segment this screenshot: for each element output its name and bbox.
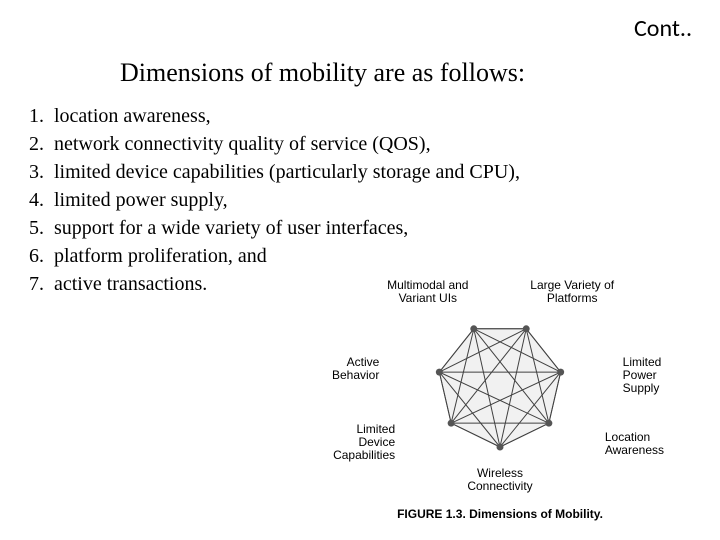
list-item: 5.support for a wide variety of user int… (20, 214, 520, 242)
diagram-caption: FIGURE 1.3. Dimensions of Mobility. (397, 507, 603, 521)
list-item: 4.limited power supply, (20, 186, 520, 214)
diagram-node (470, 325, 477, 332)
list-number: 4. (20, 186, 54, 214)
list-number: 3. (20, 158, 54, 186)
list-text: support for a wide variety of user inter… (54, 214, 408, 242)
list-text: active transactions. (54, 270, 207, 298)
cont-label: Cont.. (634, 14, 692, 43)
list-number: 5. (20, 214, 54, 242)
diagram-node (448, 420, 455, 427)
diagram-node (497, 444, 504, 451)
list-number: 2. (20, 130, 54, 158)
diagram-node (436, 369, 443, 376)
diagram-node-label: ActiveBehavior (332, 355, 380, 382)
diagram-polygon (439, 329, 560, 447)
diagram-node (557, 369, 564, 376)
page-title: Dimensions of mobility are as follows: (120, 58, 525, 88)
list-text: limited device capabilities (particularl… (54, 158, 520, 186)
list-text: location awareness, (54, 102, 211, 130)
diagram-node (545, 420, 552, 427)
list-item: 3.limited device capabilities (particula… (20, 158, 520, 186)
list-number: 7. (20, 270, 54, 298)
list-text: limited power supply, (54, 186, 228, 214)
diagram-node-label: LimitedPowerSupply (623, 355, 662, 395)
diagram-node-label: LocationAwareness (605, 430, 664, 457)
list-item: 6.platform proliferation, and (20, 242, 520, 270)
list-number: 1. (20, 102, 54, 130)
diagram-node-label: Multimodal andVariant UIs (387, 280, 468, 305)
diagram-node-label: Large Variety ofPlatforms (530, 280, 614, 305)
mobility-diagram: Multimodal andVariant UIs Large Variety o… (290, 280, 710, 530)
list-item: 2.network connectivity quality of servic… (20, 130, 520, 158)
list-text: platform proliferation, and (54, 242, 267, 270)
list-text: network connectivity quality of service … (54, 130, 431, 158)
list-item: 1.location awareness, (20, 102, 520, 130)
diagram-node (523, 325, 530, 332)
list-number: 6. (20, 242, 54, 270)
dimensions-list: 1.location awareness,2.network connectiv… (20, 102, 520, 298)
diagram-node-label: LimitedDeviceCapabilities (333, 422, 395, 462)
diagram-node-label: WirelessConnectivity (467, 466, 532, 493)
